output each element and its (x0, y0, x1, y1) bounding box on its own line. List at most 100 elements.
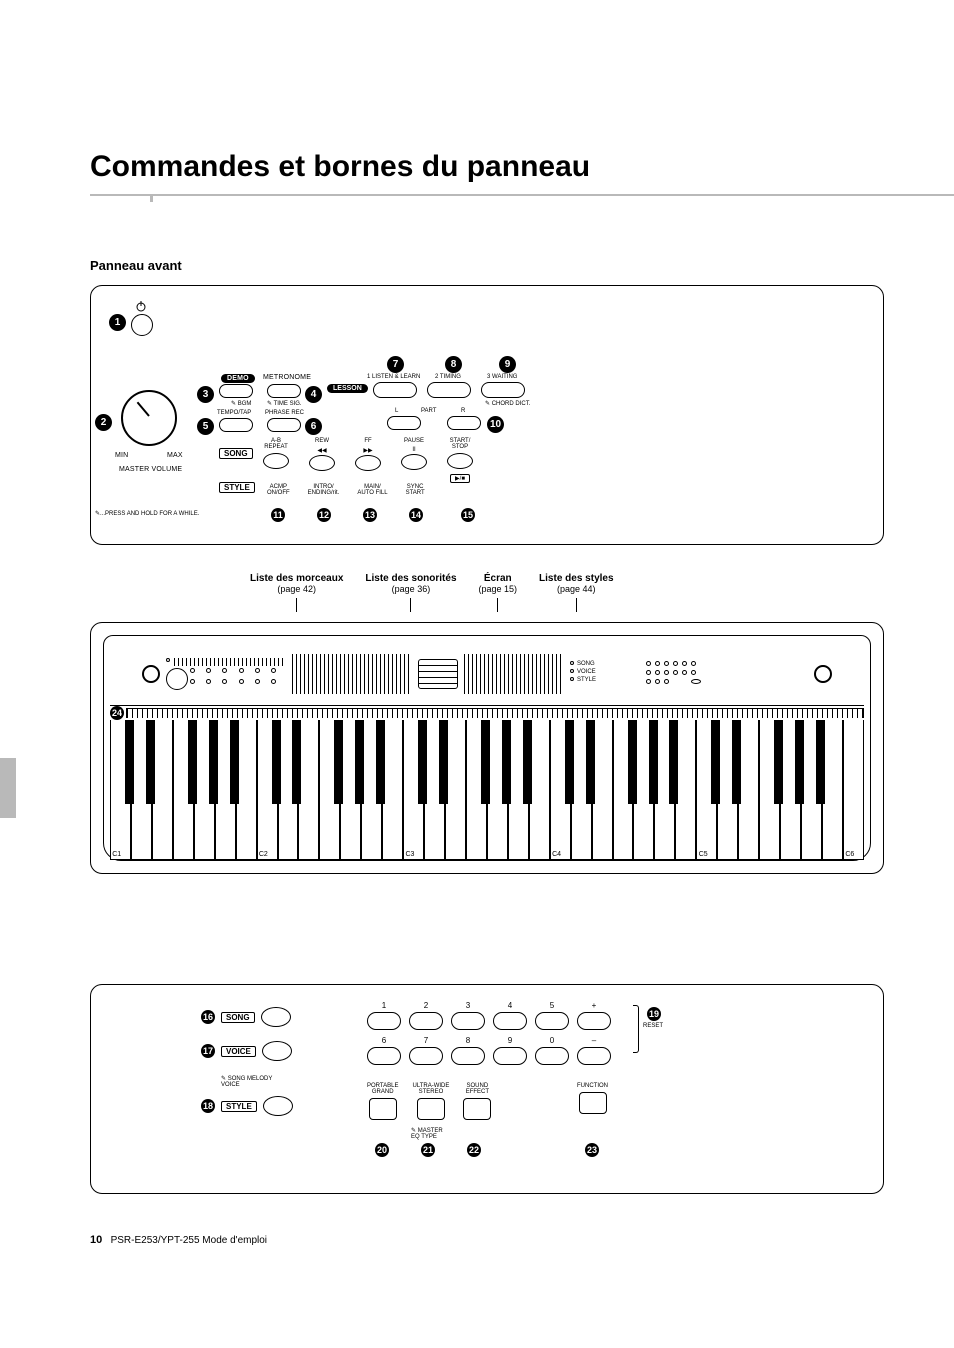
black-key[interactable] (481, 720, 490, 804)
callout-16: 16 (201, 1010, 215, 1024)
volume-knob[interactable] (121, 390, 177, 446)
style-mode-label: STYLE (221, 1101, 257, 1112)
portable-grand-button[interactable] (369, 1098, 397, 1120)
callout-18: 18 (201, 1099, 215, 1113)
white-key[interactable] (382, 720, 403, 860)
num-button-4[interactable] (493, 1012, 527, 1030)
label-reset: RESET (643, 1023, 663, 1029)
label-l: L (395, 408, 398, 414)
black-key[interactable] (565, 720, 574, 804)
num-button-9[interactable] (493, 1047, 527, 1065)
black-key[interactable] (146, 720, 155, 804)
black-key[interactable] (188, 720, 197, 804)
aux-jack[interactable] (814, 665, 832, 683)
num-button-6[interactable] (367, 1047, 401, 1065)
lesson1-button[interactable] (373, 382, 417, 398)
num-button-–[interactable] (577, 1047, 611, 1065)
style-mode-button[interactable] (263, 1096, 293, 1116)
song-row-label: SONG (219, 448, 253, 459)
num-button-3[interactable] (451, 1012, 485, 1030)
label-r: R (461, 408, 465, 414)
mini-volume[interactable] (166, 668, 188, 690)
black-key[interactable] (523, 720, 532, 804)
callout-24: 24 (110, 706, 124, 720)
black-key[interactable] (418, 720, 427, 804)
white-key[interactable] (152, 720, 173, 860)
function-button[interactable] (579, 1092, 607, 1114)
metronome-button[interactable] (267, 384, 301, 398)
song-mode-button[interactable] (261, 1007, 291, 1027)
keyboard-keys[interactable]: C1C2C3C4C5C6 (110, 720, 864, 860)
lesson3-button[interactable] (481, 382, 525, 398)
num-button-7[interactable] (409, 1047, 443, 1065)
voice-mode-button[interactable] (262, 1041, 292, 1061)
ab-repeat-button[interactable] (263, 453, 289, 469)
black-key[interactable] (649, 720, 658, 804)
callout-19: 19 (647, 1007, 661, 1021)
num-button-0[interactable] (535, 1047, 569, 1065)
num-label: 9 (508, 1036, 512, 1045)
octave-label: C1 (112, 851, 121, 858)
label-chord-dict: CHORD DICT. (492, 401, 531, 407)
label-master-eq: ✎ MASTER EQ TYPE (411, 1127, 443, 1140)
white-key[interactable] (236, 720, 257, 860)
black-key[interactable] (125, 720, 134, 804)
power-button[interactable] (131, 314, 153, 336)
power-icon (135, 300, 147, 314)
num-label: 3 (466, 1001, 470, 1010)
label-lesson: LESSON (327, 384, 368, 393)
white-key[interactable] (843, 720, 864, 860)
black-key[interactable] (334, 720, 343, 804)
led (166, 658, 170, 662)
callout-23: 23 (585, 1143, 599, 1157)
num-button-+[interactable] (577, 1012, 611, 1030)
black-key[interactable] (355, 720, 364, 804)
num-button-8[interactable] (451, 1047, 485, 1065)
num-label: 0 (550, 1036, 554, 1045)
black-key[interactable] (502, 720, 511, 804)
black-key[interactable] (711, 720, 720, 804)
label-tempo: TEMPO/TAP (217, 410, 251, 416)
white-key[interactable] (298, 720, 319, 860)
black-key[interactable] (795, 720, 804, 804)
white-key[interactable] (592, 720, 613, 860)
black-key[interactable] (732, 720, 741, 804)
black-key[interactable] (586, 720, 595, 804)
white-key[interactable] (529, 720, 550, 860)
start-stop-button[interactable] (447, 453, 473, 469)
label-function: FUNCTION (577, 1083, 608, 1089)
num-button-5[interactable] (535, 1012, 569, 1030)
black-key[interactable] (376, 720, 385, 804)
panel-top-controls: 1 2 MIN MAX MASTER VOLUME 3 DEMO ✎ BGM M… (90, 285, 884, 545)
num-button-1[interactable] (367, 1012, 401, 1030)
rew-button[interactable] (309, 455, 335, 471)
black-key[interactable] (628, 720, 637, 804)
black-key[interactable] (439, 720, 448, 804)
part-l-button[interactable] (387, 416, 421, 430)
lesson2-button[interactable] (427, 382, 471, 398)
num-label: + (592, 1001, 597, 1010)
label-sync: SYNC START (406, 484, 425, 496)
num-button-2[interactable] (409, 1012, 443, 1030)
label-intro: INTRO/ ENDING/rit. (308, 484, 340, 496)
black-key[interactable] (774, 720, 783, 804)
right-control-block: SONG VOICE STYLE (570, 661, 640, 687)
demo-button[interactable] (219, 384, 253, 398)
pause-button[interactable] (401, 454, 427, 470)
title-rule (90, 194, 884, 198)
ff-button[interactable] (355, 455, 381, 471)
sound-effect-button[interactable] (463, 1098, 491, 1120)
ultra-wide-button[interactable] (417, 1098, 445, 1120)
black-key[interactable] (230, 720, 239, 804)
headphone-jack[interactable] (142, 665, 160, 683)
tempo-button[interactable] (219, 418, 253, 432)
black-key[interactable] (209, 720, 218, 804)
black-key[interactable] (272, 720, 281, 804)
black-key[interactable] (669, 720, 678, 804)
black-key[interactable] (292, 720, 301, 804)
phrase-rec-button[interactable] (267, 418, 301, 432)
part-r-button[interactable] (447, 416, 481, 430)
black-key[interactable] (816, 720, 825, 804)
white-key[interactable] (445, 720, 466, 860)
white-key[interactable] (675, 720, 696, 860)
